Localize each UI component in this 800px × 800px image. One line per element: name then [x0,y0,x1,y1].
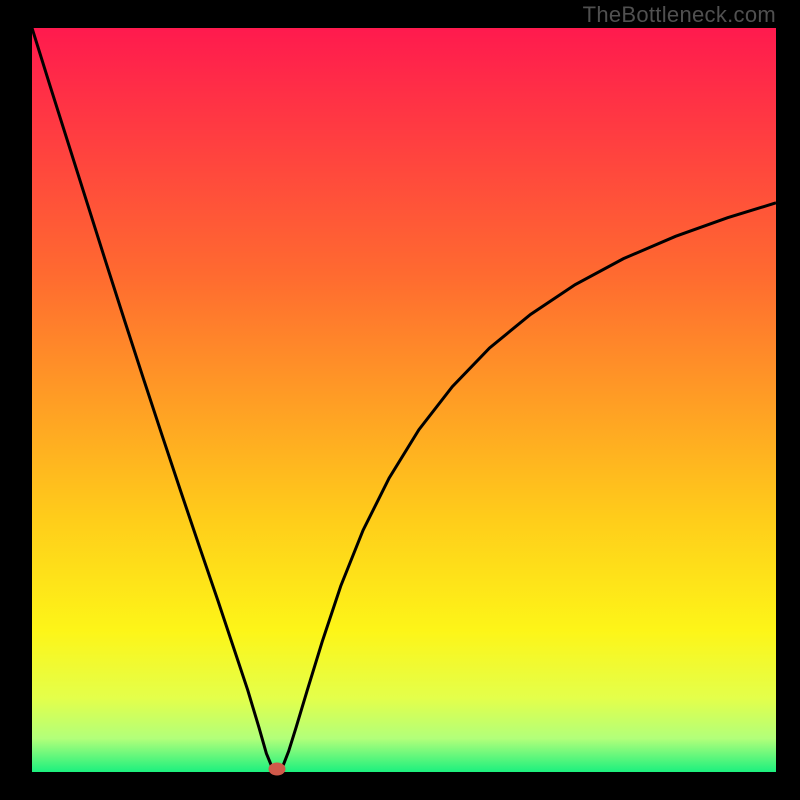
bottleneck-curve [32,28,776,772]
plot-area [32,28,776,772]
watermark-text: TheBottleneck.com [583,2,776,28]
minimum-marker [268,763,285,776]
chart-container: TheBottleneck.com [0,0,800,800]
curve-path [32,28,776,770]
